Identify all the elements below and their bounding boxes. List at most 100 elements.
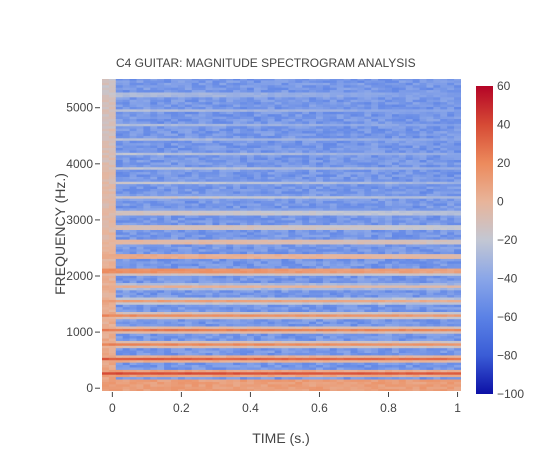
- heatmap-cell: [281, 251, 289, 255]
- heatmap-cell: [322, 154, 331, 158]
- heatmap-cell: [343, 265, 352, 269]
- heatmap-cell: [274, 108, 283, 112]
- heatmap-cell: [177, 202, 186, 206]
- heatmap-cell: [309, 345, 317, 349]
- heatmap-cell: [295, 362, 303, 366]
- heatmap-cell: [357, 195, 365, 199]
- heatmap-cell: [171, 79, 179, 83]
- heatmap-cell: [253, 185, 262, 189]
- heatmap-cell: [343, 345, 352, 349]
- heatmap-cell: [122, 96, 131, 100]
- heatmap-cell: [198, 87, 207, 91]
- heatmap-cell: [226, 316, 234, 320]
- heatmap-cell: [246, 306, 255, 310]
- heatmap-cell: [322, 263, 331, 267]
- heatmap-cell: [295, 171, 303, 175]
- heatmap-cell: [316, 106, 324, 110]
- heatmap-cell: [267, 219, 276, 223]
- heatmap-cell: [122, 159, 131, 163]
- heatmap-cell: [260, 181, 269, 185]
- heatmap-cell: [108, 301, 117, 305]
- heatmap-cell: [177, 87, 186, 91]
- heatmap-cell: [288, 369, 296, 373]
- heatmap-cell: [226, 205, 234, 209]
- heatmap-cell: [302, 178, 310, 182]
- heatmap-cell: [281, 371, 289, 375]
- heatmap-cell: [205, 282, 214, 286]
- heatmap-cell: [336, 103, 345, 107]
- heatmap-cell: [219, 173, 227, 177]
- heatmap-cell: [129, 386, 138, 390]
- heatmap-cell: [288, 202, 296, 206]
- heatmap-cell: [267, 144, 276, 148]
- heatmap-cell: [233, 381, 241, 385]
- heatmap-cell: [129, 84, 138, 88]
- heatmap-cell: [157, 359, 165, 363]
- heatmap-cell: [309, 255, 317, 259]
- heatmap-cell: [253, 294, 262, 298]
- heatmap-cell: [309, 229, 317, 233]
- heatmap-cell: [302, 239, 310, 243]
- heatmap-cell: [357, 292, 365, 296]
- heatmap-cell: [274, 222, 283, 226]
- heatmap-cell: [205, 217, 214, 221]
- heatmap-cell: [253, 359, 262, 363]
- heatmap-cell: [226, 321, 234, 325]
- heatmap-cell: [343, 154, 352, 158]
- heatmap-cell: [267, 190, 276, 194]
- heatmap-cell: [329, 277, 338, 281]
- heatmap-cell: [336, 308, 345, 312]
- heatmap-cell: [233, 140, 241, 144]
- heatmap-cell: [226, 226, 234, 230]
- heatmap-cell: [329, 149, 338, 153]
- heatmap-cell: [281, 335, 289, 339]
- heatmap-cell: [260, 190, 269, 194]
- heatmap-cell: [198, 219, 207, 223]
- heatmap-cell: [129, 188, 138, 192]
- heatmap-cell: [240, 366, 248, 370]
- heatmap-cell: [212, 321, 220, 325]
- heatmap-cell: [115, 222, 124, 226]
- heatmap-cell: [177, 178, 186, 182]
- heatmap-cell: [246, 321, 255, 325]
- heatmap-cell: [295, 181, 303, 185]
- heatmap-cell: [102, 91, 110, 95]
- heatmap-cell: [108, 260, 117, 264]
- heatmap-cell: [136, 243, 145, 247]
- heatmap-cell: [219, 275, 227, 279]
- heatmap-cell: [281, 202, 289, 206]
- heatmap-cell: [281, 287, 289, 291]
- heatmap-cell: [184, 120, 193, 124]
- heatmap-cell: [357, 388, 365, 391]
- heatmap-cell: [115, 231, 124, 235]
- chart-title: C4 GUITAR: MAGNITUDE SPECTROGRAM ANALYSI…: [116, 56, 416, 70]
- heatmap-cell: [143, 217, 151, 221]
- heatmap-cell: [343, 166, 352, 170]
- heatmap-cell: [150, 251, 158, 255]
- heatmap-cell: [198, 270, 207, 274]
- heatmap-cell: [316, 234, 324, 238]
- heatmap-cell: [198, 260, 207, 264]
- heatmap-cell: [246, 103, 255, 107]
- heatmap-cell: [233, 347, 241, 351]
- heatmap-cell: [322, 280, 331, 284]
- heatmap-cell: [350, 198, 359, 202]
- heatmap-cell: [246, 364, 255, 368]
- heatmap-cell: [129, 234, 138, 238]
- heatmap-cell: [246, 289, 255, 293]
- heatmap-cell: [212, 144, 220, 148]
- heatmap-cell: [316, 116, 324, 120]
- heatmap-cell: [357, 386, 365, 390]
- heatmap-cell: [364, 374, 372, 378]
- heatmap-cell: [329, 106, 338, 110]
- heatmap-cell: [336, 135, 345, 139]
- heatmap-cell: [281, 241, 289, 245]
- heatmap-cell: [336, 89, 345, 93]
- heatmap-cell: [198, 135, 207, 139]
- heatmap-cell: [322, 120, 331, 124]
- heatmap-cell: [171, 178, 179, 182]
- heatmap-cell: [102, 270, 110, 274]
- heatmap-cell: [253, 383, 262, 387]
- heatmap-cell: [115, 190, 124, 194]
- heatmap-cell: [219, 164, 227, 168]
